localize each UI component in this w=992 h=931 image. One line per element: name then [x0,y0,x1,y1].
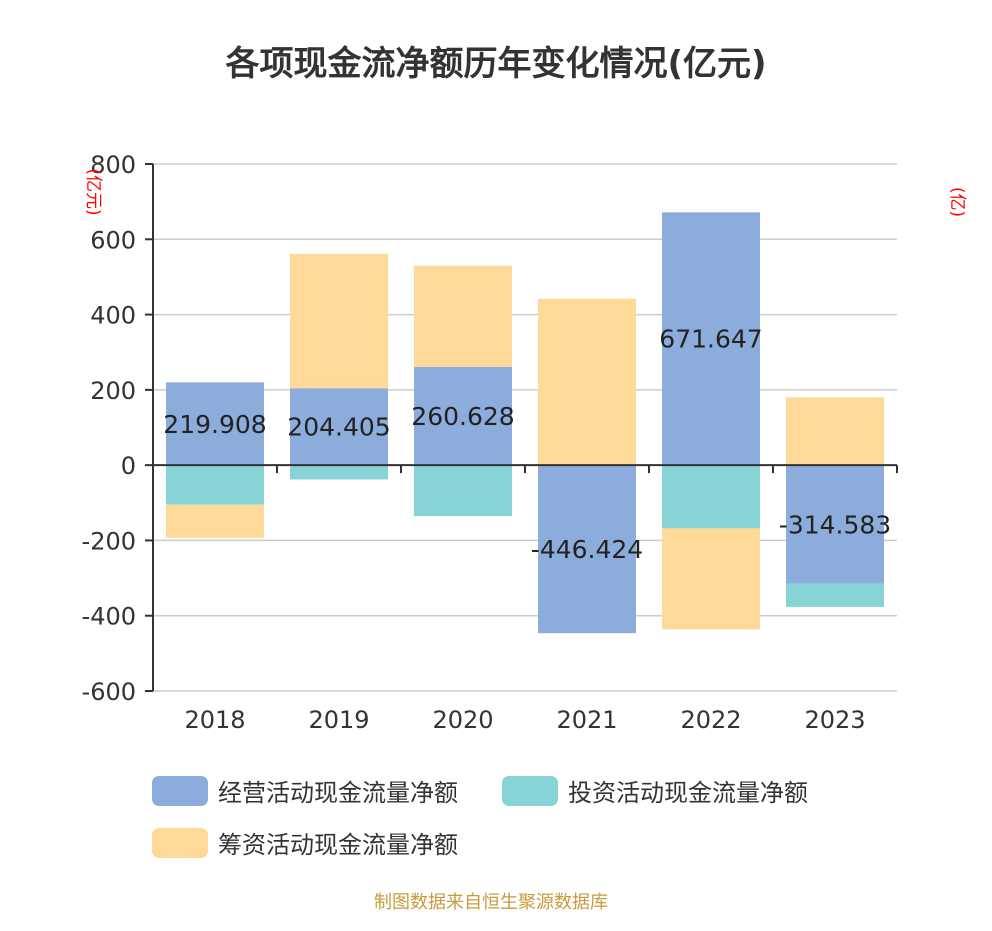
x-tick-label: 2019 [308,706,369,734]
y-axis-label-left: (亿元) [83,168,103,215]
legend-item-investing[interactable]: 投资活动现金流量净额 [502,773,808,808]
y-tick-label: -400 [82,603,136,631]
y-tick-label: -600 [82,678,136,706]
bar-financing [786,397,884,466]
data-label: -446.424 [531,535,643,564]
x-tick-label: 2023 [804,706,865,734]
x-tick-label: 2020 [432,706,493,734]
bar-operating [538,465,636,634]
bar-financing [290,253,388,389]
legend-label-operating: 经营活动现金流量净额 [218,779,458,807]
legend-swatch-financing [152,827,208,858]
bar-investing [166,465,264,505]
bar-operating [662,212,760,466]
bar-investing [414,465,512,516]
chart-title: 各项现金流净额历年变化情况(亿元) [225,44,767,84]
y-tick-label: 400 [90,302,136,330]
bar-financing [414,265,512,368]
legend-label-investing: 投资活动现金流量净额 [568,779,808,807]
y-tick-label: 0 [121,452,136,480]
legend-swatch-operating [152,775,208,806]
bar-operating [414,367,512,466]
x-tick-label: 2022 [680,706,741,734]
bar-financing [166,504,264,538]
data-label: 219.908 [163,410,266,439]
source-note: 制图数据来自恒生聚源数据库 [374,892,608,913]
data-label: 260.628 [411,402,514,431]
bar-operating [166,382,264,466]
legend-item-financing[interactable]: 筹资活动现金流量净额 [152,825,458,860]
y-tick-label: 800 [90,151,136,179]
legend-label-financing: 筹资活动现金流量净额 [218,831,458,859]
bar-financing [538,298,636,466]
data-label: -314.583 [779,510,891,539]
legend-item-operating[interactable]: 经营活动现金流量净额 [152,773,458,808]
legend-swatch-investing [502,775,558,806]
x-tick-label: 2021 [556,706,617,734]
data-label: 204.405 [287,413,390,442]
bar-financing [662,528,760,630]
data-label: 671.647 [659,325,762,354]
chart-canvas: 800 600 400 200 0 -200 -400 -600 219.908 204.405 2… [82,151,967,734]
bar-operating [786,465,884,584]
y-axis-label-right: (亿) [947,187,967,217]
bar-investing [662,465,760,529]
bar-investing [786,583,884,607]
y-tick-label: 200 [90,377,136,405]
bar-investing [290,465,388,480]
x-tick-label: 2018 [184,706,245,734]
bar-operating [290,388,388,466]
y-tick-label: 600 [90,226,136,254]
y-tick-label: -200 [82,527,136,555]
